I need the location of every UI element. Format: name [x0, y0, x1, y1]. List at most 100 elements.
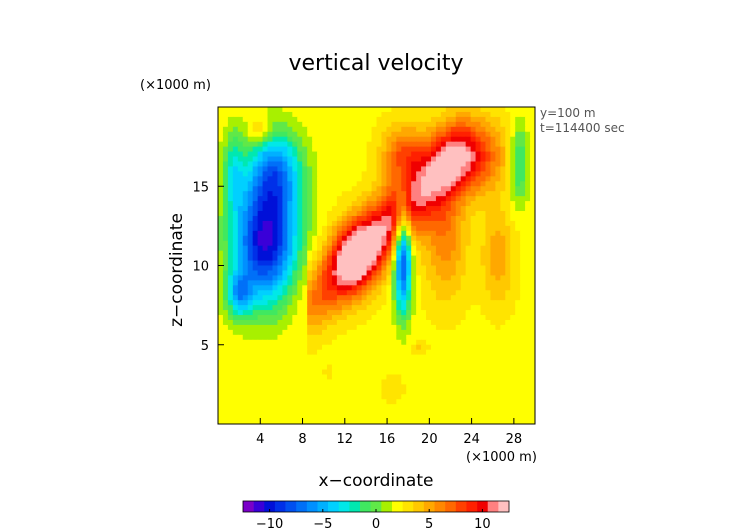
field-cell — [232, 364, 239, 371]
field-cell — [465, 235, 472, 242]
field-cell — [307, 146, 313, 153]
field-cell — [267, 235, 274, 242]
field-cell — [396, 369, 402, 376]
field-cell — [430, 206, 437, 212]
field-cell — [465, 131, 472, 138]
field-cell — [485, 389, 492, 395]
field-cell — [257, 220, 264, 227]
field-cell — [430, 329, 437, 336]
field-cell — [356, 225, 363, 232]
field-cell — [312, 111, 318, 118]
field-cell — [421, 116, 427, 123]
field-cell — [485, 374, 492, 381]
field-cell — [272, 414, 279, 420]
field-cell — [376, 196, 383, 202]
field-cell — [391, 186, 397, 192]
field-cell — [435, 359, 442, 366]
field-cell — [426, 399, 432, 405]
field-cell — [530, 315, 535, 321]
field-cell — [381, 285, 387, 291]
field-cell — [237, 206, 244, 212]
field-cell — [346, 260, 353, 267]
field-cell — [272, 394, 279, 400]
field-cell — [396, 394, 402, 400]
field-cell — [351, 295, 358, 301]
field-cell — [381, 339, 387, 346]
field-cell — [381, 275, 387, 281]
field-cell — [351, 379, 358, 385]
field-cell — [222, 136, 229, 143]
field-cell — [406, 290, 412, 296]
field-cell — [445, 300, 452, 306]
field-cell — [386, 121, 392, 128]
field-cell — [317, 186, 323, 192]
field-cell — [460, 220, 467, 227]
field-cell — [435, 329, 442, 336]
field-cell — [287, 131, 293, 138]
field-cell — [465, 141, 472, 148]
field-cell — [262, 290, 269, 296]
field-cell — [440, 295, 447, 301]
field-cell — [450, 136, 457, 143]
field-cell — [406, 230, 412, 237]
field-cell — [322, 151, 328, 158]
field-cell — [252, 315, 259, 321]
field-cell — [391, 215, 397, 222]
field-cell — [351, 230, 358, 237]
field-cell — [277, 220, 283, 227]
field-cell — [495, 285, 501, 291]
field-cell — [297, 141, 303, 148]
field-cell — [307, 206, 313, 212]
field-cell — [485, 116, 492, 123]
field-cell — [381, 409, 387, 415]
field-cell — [356, 131, 363, 138]
field-cell — [371, 196, 378, 202]
field-cell — [455, 404, 462, 410]
field-cell — [331, 364, 338, 371]
field-cell — [326, 176, 333, 182]
field-cell — [411, 111, 417, 118]
field-cell — [515, 324, 521, 331]
field-cell — [396, 151, 402, 158]
field-cell — [222, 260, 229, 267]
field-cell — [455, 151, 462, 158]
field-cell — [465, 156, 472, 163]
field-cell — [326, 191, 333, 197]
field-cell — [465, 176, 472, 182]
field-cell — [396, 166, 402, 172]
field-cell — [232, 354, 239, 361]
field-cell — [351, 146, 358, 153]
field-cell — [331, 156, 338, 163]
field-cell — [396, 201, 402, 207]
field-cell — [500, 384, 506, 390]
field-cell — [247, 285, 254, 291]
field-cell — [242, 131, 249, 138]
field-cell — [361, 126, 368, 133]
field-cell — [450, 384, 457, 390]
field-cell — [495, 111, 501, 118]
field-cell — [426, 295, 432, 301]
field-cell — [495, 240, 501, 247]
field-cell — [515, 107, 521, 113]
field-cell — [376, 324, 383, 331]
field-cell — [500, 171, 506, 177]
field-cell — [455, 141, 462, 148]
field-cell — [371, 245, 378, 252]
field-cell — [361, 116, 368, 123]
field-cell — [277, 270, 283, 276]
field-cell — [366, 354, 373, 361]
field-cell — [401, 379, 407, 385]
field-cell — [346, 176, 353, 182]
field-cell — [218, 290, 224, 296]
field-cell — [500, 116, 506, 123]
field-cell — [500, 156, 506, 163]
field-cell — [475, 310, 482, 316]
field-cell — [252, 414, 259, 420]
field-cell — [262, 409, 269, 415]
field-cell — [331, 260, 338, 267]
field-cell — [361, 131, 368, 138]
field-cell — [282, 359, 288, 366]
field-cell — [485, 354, 492, 361]
field-cell — [445, 235, 452, 242]
field-cell — [406, 116, 412, 123]
